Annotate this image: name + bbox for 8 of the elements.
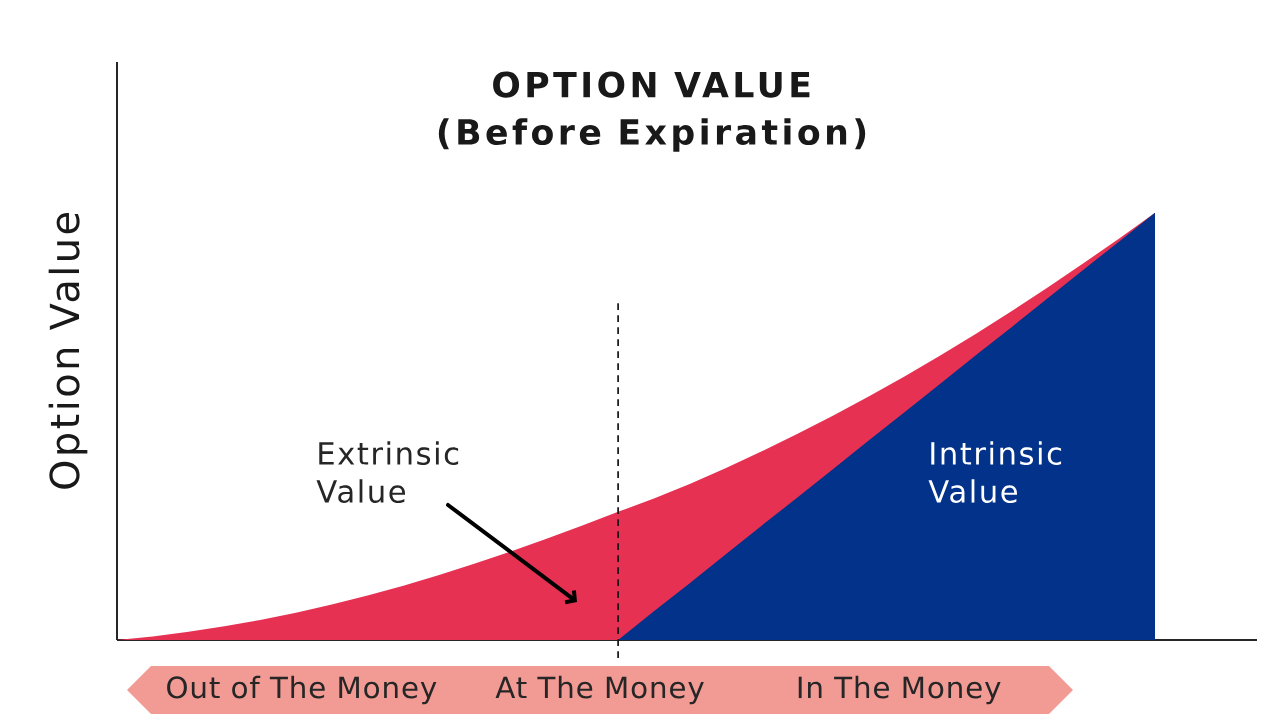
chart-subtitle: (Before Expiration) — [438, 118, 866, 152]
text: Extrinsic Value — [316, 441, 459, 503]
chart-title: OPTION VALUE — [493, 71, 810, 98]
text: In The Money — [798, 675, 1001, 705]
y-axis-title: Option Value — [48, 213, 88, 489]
text: Out of The Money — [167, 675, 437, 705]
text: At The Money — [495, 675, 704, 705]
series-label: Intrinsic Value — [928, 441, 1062, 503]
